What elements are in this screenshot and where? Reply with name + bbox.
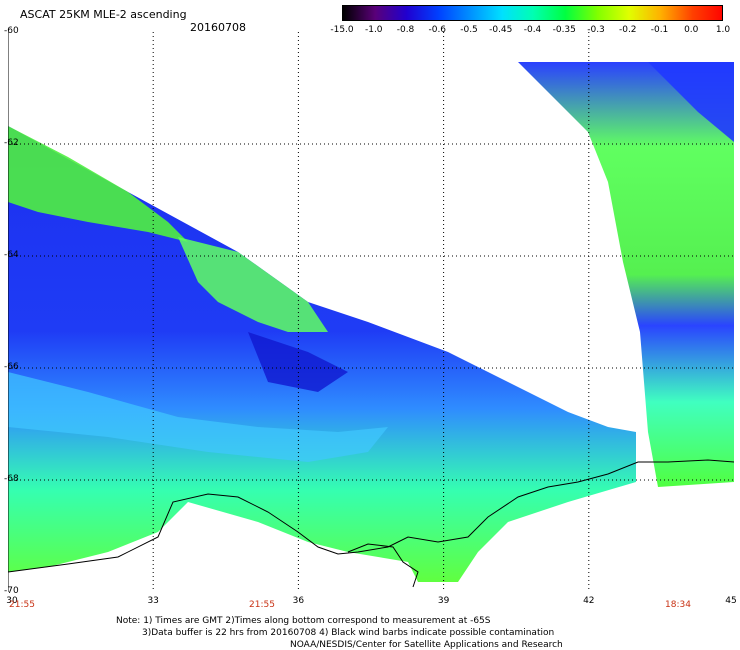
colorbar-segment <box>343 6 376 20</box>
colorbar-segment <box>597 6 630 20</box>
latitude-label: -70 <box>4 586 19 596</box>
time-label: 18:34 <box>665 600 691 610</box>
longitude-label: 45 <box>725 596 737 606</box>
colorbar-segment <box>470 6 503 20</box>
note-line-1: Note: 1) Times are GMT 2)Times along bot… <box>116 616 491 626</box>
map-plot <box>8 32 734 592</box>
colorbar-tick-label: -0.45 <box>489 25 513 35</box>
latitude-label: -62 <box>4 138 19 148</box>
swath-main <box>8 126 636 582</box>
longitude-label: 30 <box>6 596 18 606</box>
colorbar-tick-label: -1.0 <box>364 25 383 35</box>
note-line-2: 3)Data buffer is 22 hrs from 20160708 4)… <box>142 628 555 638</box>
swath-main-green-mid <box>178 237 328 332</box>
longitude-label: 42 <box>583 596 595 606</box>
colorbar-tick-label: -0.6 <box>428 25 447 35</box>
swath-east <box>518 62 734 487</box>
colorbar-segment <box>533 6 566 20</box>
time-label: 21:55 <box>249 600 275 610</box>
coastline <box>8 459 734 573</box>
colorbar-tick-label: -0.8 <box>396 25 415 35</box>
colorbar-tick-label: -0.3 <box>587 25 605 35</box>
latitude-label: -64 <box>4 250 19 260</box>
colorbar-tick-label: -0.4 <box>523 25 542 35</box>
colorbar-segment <box>692 6 722 20</box>
swath-main-dark-patch <box>248 332 348 392</box>
note-line-3: NOAA/NESDIS/Center for Satellite Applica… <box>290 640 563 650</box>
latitude-label: -60 <box>4 26 19 36</box>
colorbar-segment <box>660 6 693 20</box>
longitude-label: 33 <box>147 596 159 606</box>
time-label: 21:55 <box>9 600 35 610</box>
colorbar-segment <box>406 6 439 20</box>
product-date: 20160708 <box>190 21 246 34</box>
colorbar-tick-label: -0.2 <box>618 25 637 35</box>
swath-east-blue-top <box>648 62 734 142</box>
colorbar-segment <box>374 6 407 20</box>
colorbar-tick-label: 1.0 <box>715 25 731 35</box>
product-title: ASCAT 25KM MLE-2 ascending <box>20 8 187 21</box>
colorbar-tick-label: -15.0 <box>330 25 354 35</box>
longitude-label: 39 <box>437 596 450 606</box>
colorbar-tick-label: -0.5 <box>460 25 478 35</box>
latitude-label: -66 <box>4 362 19 372</box>
colorbar-segment <box>628 6 661 20</box>
colorbar-segment <box>565 6 598 20</box>
graticule <box>8 32 734 592</box>
colorbar-segment <box>501 6 534 20</box>
longitude-label: 36 <box>292 596 305 606</box>
colorbar-segment <box>438 6 471 20</box>
colorbar-tick-label: 0.0 <box>684 25 699 35</box>
colorbar <box>342 5 723 21</box>
coast-inner <box>347 543 419 588</box>
swath-main-green-top <box>8 126 188 242</box>
colorbar-tick-label: -0.1 <box>650 25 669 35</box>
swath-main-cyan-band <box>8 372 388 462</box>
latitude-label: -68 <box>4 474 19 484</box>
colorbar-tick-label: -0.35 <box>552 25 576 35</box>
